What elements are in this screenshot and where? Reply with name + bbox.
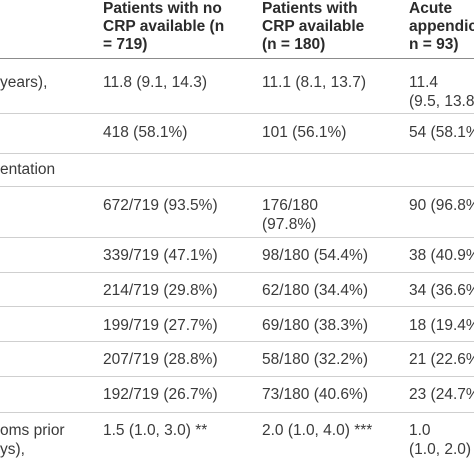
cell-no-crp: 672/719 (93.5%) [103,197,218,214]
column-header-no-crp: Patients with no CRP available (n = 719) [103,0,224,54]
header-divider [0,58,474,59]
cell-appendicitis: 23 (24.7% [409,386,474,403]
cell-crp: 98/180 (54.4%) [262,247,368,264]
header-line: CRP available [262,18,365,35]
cell-no-crp: 214/719 (29.8%) [103,282,218,299]
header-line: (n = 180) [262,36,326,53]
row-divider [0,153,474,154]
cell-crp: 101 (56.1%) [262,124,347,141]
section-label: entation [0,161,56,178]
cell-no-crp: 192/719 (26.7%) [103,386,218,403]
row-label: years), [0,74,48,91]
cell-no-crp: 418 (58.1%) [103,124,188,141]
row-divider [0,186,474,187]
cell-no-crp: 199/719 (27.7%) [103,317,218,334]
cell-appendicitis: 54 (58.1% [409,124,474,141]
cell-no-crp: 11.8 (9.1, 14.3) [103,74,207,91]
cell-crp: 176/180 (97.8%) [262,197,319,233]
cell-crp: 11.1 (8.1, 13.7) [262,74,366,91]
cell-appendicitis: 21 (22.6% [409,351,474,368]
column-header-crp: Patients with CRP available (n = 180) [262,0,364,54]
header-line: appendic [409,18,474,35]
row-divider [0,341,474,342]
cell-appendicitis: 1.0 (1.0, 2.0) [409,422,472,458]
cell-appendicitis: 11.4 (9.5, 13.8 [409,74,474,110]
row-divider [0,306,474,307]
row-divider [0,376,474,377]
header-line: Patients with no [103,0,222,17]
cell-crp: 58/180 (32.2%) [262,351,368,368]
row-divider [0,113,474,114]
header-line: n = 93) [409,36,459,53]
cell-appendicitis: 90 (96.8% [409,197,474,214]
cell-no-crp: 1.5 (1.0, 3.0) ** [103,422,208,439]
cell-crp: 73/180 (40.6%) [262,386,368,403]
column-header-appendicitis: Acute appendic n = 93) [409,0,474,54]
row-label: oms prior ys), [0,422,65,458]
cell-crp: 2.0 (1.0, 4.0) *** [262,422,373,439]
header-line: = 719) [103,36,148,53]
cell-no-crp: 207/719 (28.8%) [103,351,218,368]
cell-appendicitis: 18 (19.4% [409,317,474,334]
header-line: Acute [409,0,453,17]
cell-no-crp: 339/719 (47.1%) [103,247,218,264]
header-line: CRP available (n [103,18,225,35]
cell-crp: 69/180 (38.3%) [262,317,368,334]
row-divider [0,272,474,273]
row-divider [0,237,474,238]
cell-appendicitis: 38 (40.9% [409,247,474,264]
row-divider [0,412,474,413]
cell-crp: 62/180 (34.4%) [262,282,368,299]
cell-appendicitis: 34 (36.6% [409,282,474,299]
header-line: Patients with [262,0,358,17]
